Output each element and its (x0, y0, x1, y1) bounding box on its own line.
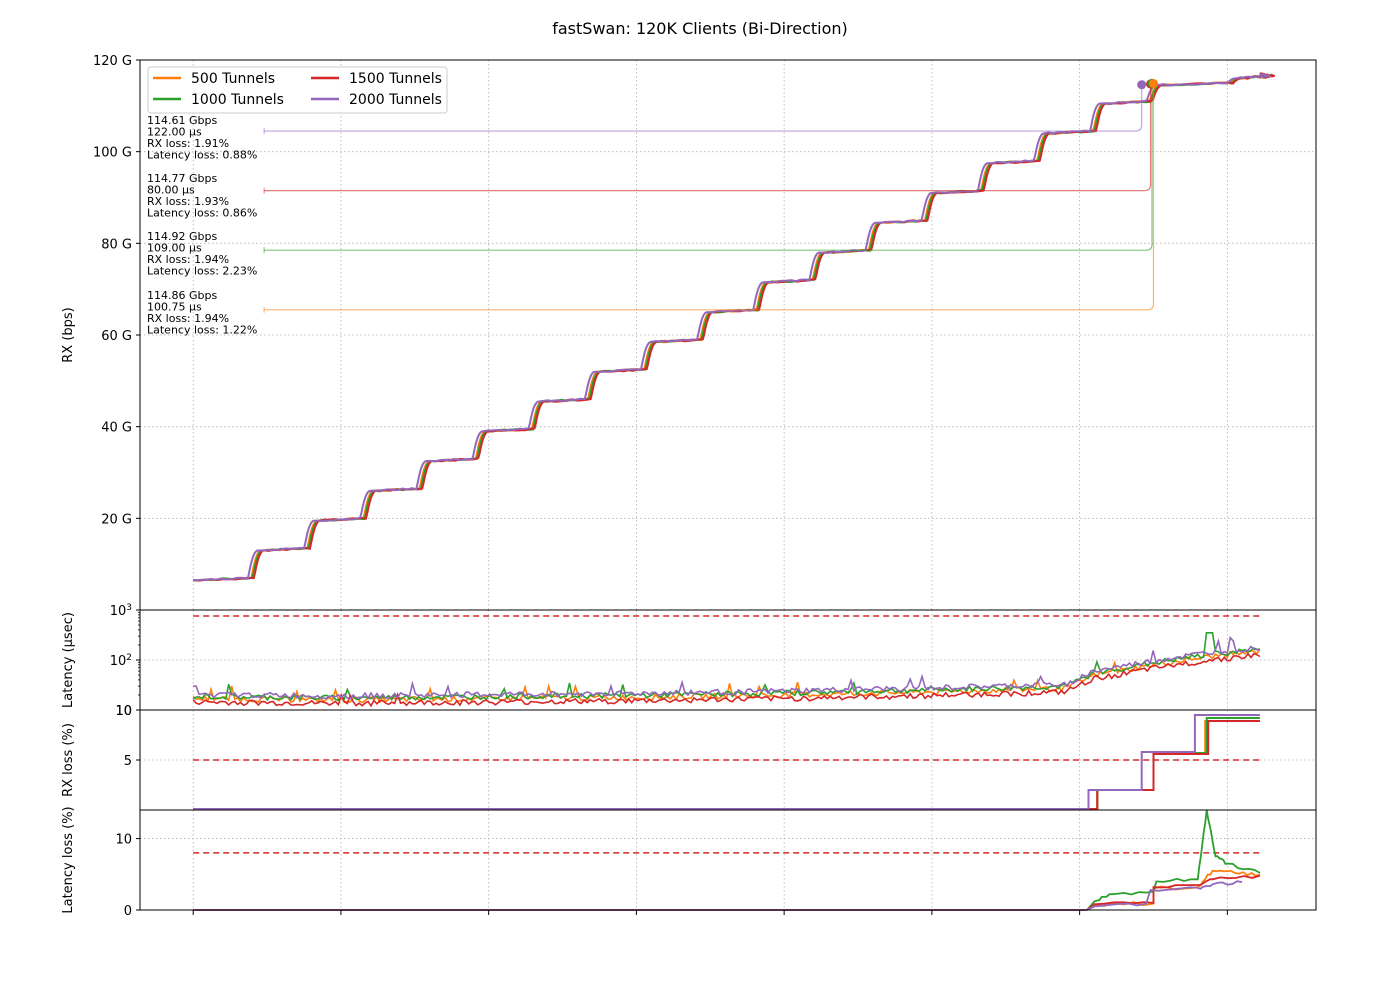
latency-series-line (192, 632, 1260, 702)
annotation-connector (264, 88, 1143, 132)
annotation-text: 114.92 Gbps (147, 230, 217, 243)
annotation-text: 114.86 Gbps (147, 289, 217, 302)
legend-box (147, 66, 448, 114)
panel-latency: 10 102 103 Latency (µsec) (61, 603, 1317, 719)
annotation-text: 114.61 Gbps (147, 114, 217, 127)
annotation-text: Latency loss: 1.22% (147, 324, 257, 337)
y-axis-label: RX loss (%) (61, 723, 76, 797)
panels-layer: 20 G 40 G 60 G 80 G 100 G 120 G RX (bps) 114.61… (61, 54, 1317, 919)
y-tick-label: 0 (124, 904, 132, 919)
annotation-text: 80.00 µs (147, 184, 195, 197)
annotation-marker (1148, 79, 1158, 89)
y-tick-label: 120 G (93, 54, 132, 69)
chart-title: fastSwan: 120K Clients (Bi-Direction) (552, 19, 848, 38)
annotation-text: RX loss: 1.94% (147, 312, 229, 325)
annotation-text: Latency loss: 0.88% (147, 149, 257, 162)
legend-label: 1000 Tunnels (191, 92, 284, 108)
annotation-text: 122.00 µs (147, 126, 202, 139)
rxloss-series-line (193, 720, 1260, 810)
annotation-text: 100.75 µs (147, 301, 202, 314)
y-tick-label: 10 (115, 704, 132, 719)
legend: 500 Tunnels 1000 Tunnels 1500 Tunnels 2000 … (147, 66, 448, 114)
latloss-series-line (193, 809, 1261, 911)
annotation-text: 114.77 Gbps (147, 172, 217, 185)
y-tick-label: 103 (110, 603, 132, 619)
y-tick-label: 10 (115, 833, 132, 848)
latency-series-line (193, 635, 1260, 700)
annotation-text: Latency loss: 2.23% (147, 265, 257, 278)
panel-latloss: 0 10 Latency loss (%) (61, 806, 1317, 919)
y-tick-label: 40 G (101, 421, 132, 436)
rxloss-series-line (193, 714, 1260, 810)
annotation-marker (1137, 80, 1147, 90)
y-axis-label: Latency loss (%) (61, 806, 76, 913)
legend-label: 1500 Tunnels (349, 71, 442, 87)
y-tick-label: 80 G (101, 237, 132, 252)
y-axis-label: Latency (µsec) (61, 612, 76, 708)
legend-label: 500 Tunnels (191, 71, 275, 87)
y-tick-label: 60 G (101, 329, 132, 344)
annotation-text: RX loss: 1.91% (147, 137, 229, 150)
annotation-connector (264, 87, 1155, 311)
annotation-text: Latency loss: 0.86% (147, 207, 257, 220)
annotation-text: RX loss: 1.93% (147, 195, 229, 208)
annotation-connector (264, 87, 1153, 251)
latloss-series-line (193, 874, 1261, 911)
rx-series-line (193, 72, 1273, 582)
y-tick-label: 102 (110, 653, 132, 669)
annotation-connector (264, 87, 1152, 192)
annotation-text: 109.00 µs (147, 242, 202, 255)
panel-rx: 20 G 40 G 60 G 80 G 100 G 120 G RX (bps) 114.61… (61, 54, 1317, 611)
y-tick-label: 100 G (93, 146, 132, 161)
panel-frame (139, 809, 1317, 911)
y-axis-label: RX (bps) (61, 307, 76, 363)
y-tick-label: 10 (115, 704, 132, 719)
y-tick-label: 5 (124, 754, 132, 769)
annotation-text: RX loss: 1.94% (147, 253, 229, 266)
legend-label: 2000 Tunnels (349, 92, 442, 108)
latency-series-line (192, 652, 1261, 708)
y-tick-label: 20 G (101, 512, 132, 527)
latloss-series-line (193, 880, 1243, 911)
